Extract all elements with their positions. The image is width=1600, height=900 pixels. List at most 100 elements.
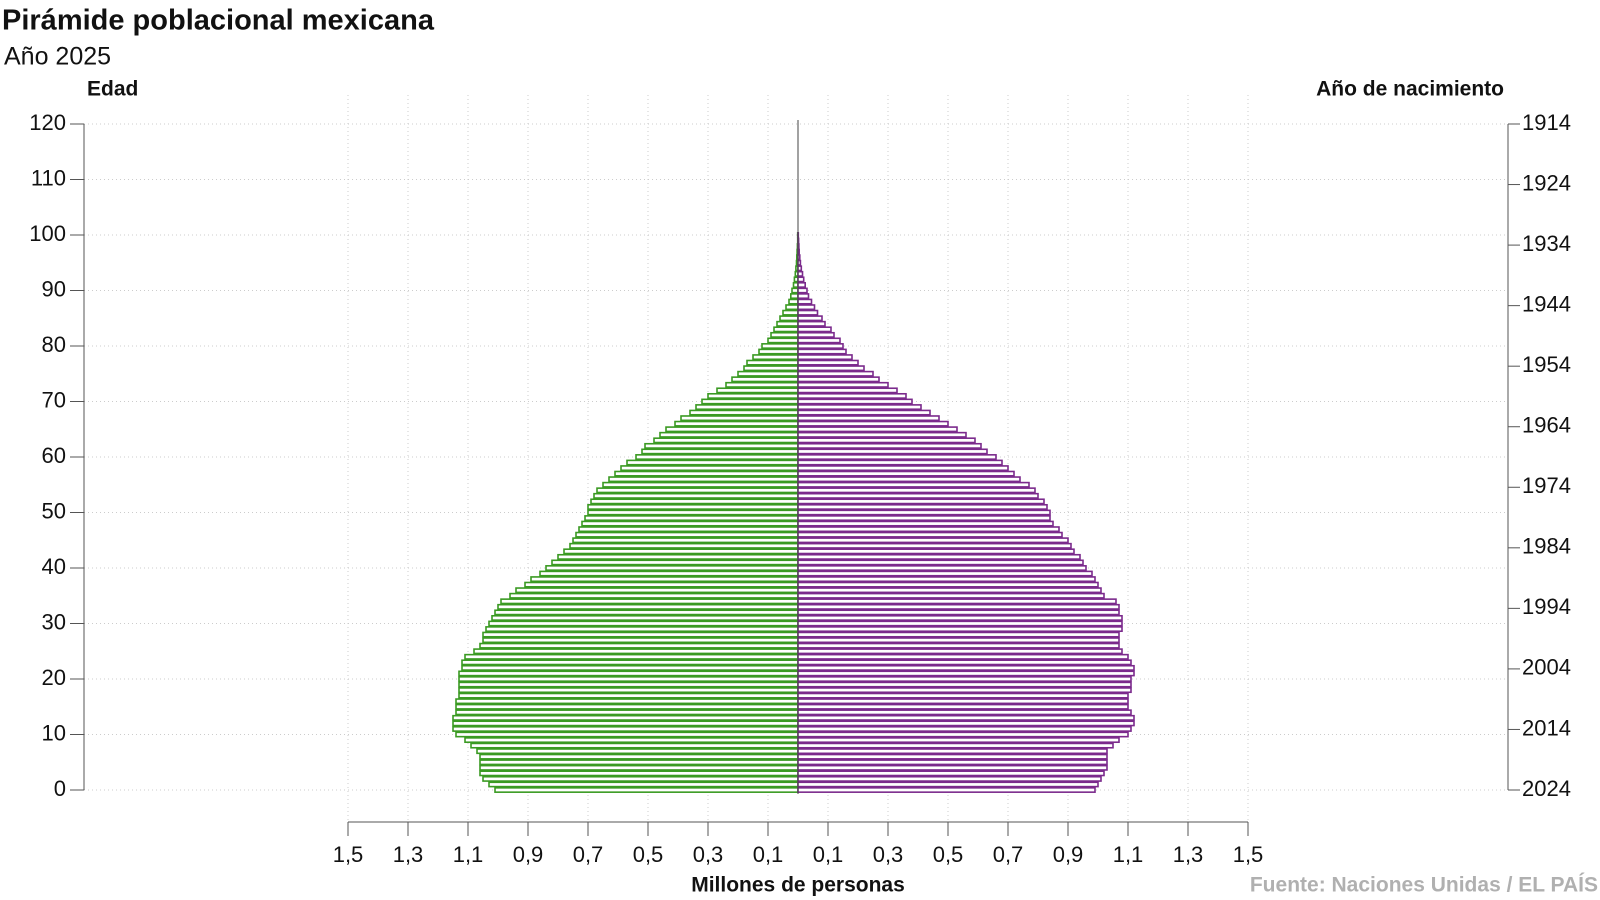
bar: [557, 553, 799, 560]
bar: [479, 770, 799, 777]
bar: [551, 559, 799, 566]
bar: [791, 287, 799, 294]
bar: [539, 570, 799, 577]
bar: [455, 709, 799, 716]
bar: [482, 631, 799, 638]
bar: [653, 437, 799, 444]
bar: [797, 387, 898, 394]
bar: [485, 626, 799, 633]
bar: [644, 442, 799, 449]
bar: [779, 315, 799, 322]
bar: [797, 442, 982, 449]
bar: [797, 459, 1003, 466]
bar: [587, 503, 799, 510]
bar: [695, 404, 799, 411]
bar: [725, 381, 799, 388]
bar: [797, 404, 922, 411]
x-tick-label: 0,7: [573, 842, 604, 867]
chart-title: Pirámide poblacional mexicana: [2, 5, 435, 37]
y2-tick-label: 2004: [1522, 655, 1571, 680]
bar: [464, 653, 799, 660]
bar: [746, 359, 799, 366]
x-tick-label: 0,7: [993, 842, 1024, 867]
bar: [479, 753, 799, 760]
y2-tick-label: 2024: [1522, 776, 1571, 801]
bar: [797, 481, 1030, 488]
bar: [761, 343, 799, 349]
bar: [680, 415, 799, 422]
bar: [473, 648, 799, 655]
bar: [797, 526, 1060, 533]
y-tick-label: 110: [31, 165, 66, 190]
y2-tick-label: 1944: [1522, 291, 1571, 316]
bar: [569, 542, 799, 549]
x-tick-label: 0,9: [513, 842, 544, 867]
bar: [797, 620, 1123, 627]
bar: [797, 515, 1051, 522]
bar: [797, 315, 823, 322]
y2-tick-label: 1914: [1522, 110, 1571, 135]
bar: [797, 492, 1039, 499]
bar: [797, 759, 1108, 766]
y2-tick-label: 1974: [1522, 473, 1571, 498]
bar: [581, 520, 799, 527]
bar: [797, 592, 1105, 599]
y-tick-label: 120: [29, 110, 66, 135]
bar: [797, 476, 1021, 483]
bar: [797, 764, 1108, 771]
bar: [587, 509, 799, 516]
bar: [767, 337, 799, 344]
bar: [563, 548, 799, 555]
bar: [797, 687, 1132, 694]
bar: [797, 326, 832, 333]
bar: [797, 437, 976, 444]
bar: [494, 787, 799, 793]
bar: [479, 642, 799, 649]
bar: [797, 503, 1048, 510]
bar: [797, 676, 1132, 682]
bar: [797, 787, 1096, 793]
y2-tick-label: 1964: [1522, 413, 1571, 438]
bar: [500, 598, 799, 605]
x-tick-label: 0,9: [1053, 842, 1084, 867]
bar: [797, 709, 1132, 716]
bar: [482, 775, 799, 782]
bar: [509, 592, 799, 599]
bar: [641, 448, 799, 455]
y-tick-label: 90: [42, 276, 66, 301]
bar: [743, 365, 799, 372]
bar: [524, 581, 799, 588]
bar: [797, 465, 1009, 472]
bar: [461, 659, 799, 666]
bar: [797, 598, 1117, 605]
bar: [797, 398, 913, 405]
bar: [464, 737, 799, 744]
bar: [665, 426, 799, 433]
bar: [797, 664, 1135, 671]
bar: [782, 309, 799, 316]
bar: [785, 304, 799, 311]
bar: [737, 370, 799, 377]
bar: [797, 370, 874, 377]
bar: [797, 309, 819, 316]
bar: [455, 731, 799, 738]
bar: [797, 614, 1123, 621]
bar: [797, 420, 949, 427]
y-tick-label: 60: [42, 443, 66, 468]
bar: [797, 698, 1129, 705]
y2-tick-label: 1934: [1522, 231, 1571, 256]
bar: [620, 465, 799, 472]
bar: [797, 331, 835, 338]
bar: [752, 354, 799, 361]
bar: [545, 565, 799, 571]
bar: [479, 764, 799, 771]
bar: [797, 670, 1135, 677]
y-tick-label: 20: [42, 665, 66, 690]
bar: [797, 565, 1087, 571]
bar: [797, 637, 1120, 644]
bar: [458, 681, 799, 688]
y2-tick-label: 2014: [1522, 715, 1571, 740]
bar: [797, 454, 997, 460]
bar: [797, 537, 1069, 544]
